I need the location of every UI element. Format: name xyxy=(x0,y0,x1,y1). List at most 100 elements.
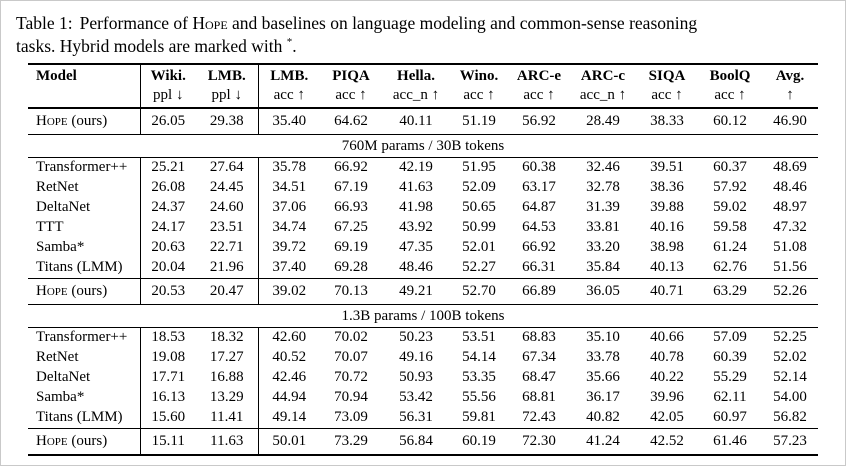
value-cell: 49.14 xyxy=(272,409,307,425)
value-cell: 20.47 xyxy=(196,278,259,304)
baseline-result-row: Transformer++ 18.53 18.32 42.60 70.02 50.23 53… xyxy=(28,327,818,348)
value-cell: 60.39 xyxy=(713,349,747,365)
value-cell: 40.82 xyxy=(586,409,620,425)
value-cell: 16.13 xyxy=(151,389,186,405)
value-cell: 53.35 xyxy=(462,369,496,385)
column-metric: acc ↑ xyxy=(273,86,305,103)
value-cell: 33.81 xyxy=(586,219,620,235)
value-cell: 40.52 xyxy=(272,349,307,365)
model-cell: Hope (ours) xyxy=(28,428,141,455)
value-cell: 36.17 xyxy=(586,389,620,405)
model-cell: Samba* xyxy=(28,387,141,408)
value-cell: 39.51 xyxy=(650,159,684,175)
hope-result-row: Hope (ours) 20.53 20.47 39.02 70.13 49.21 52.7… xyxy=(28,278,818,304)
baseline-result-row: Titans (LMM) 15.60 11.41 49.14 73.09 56.31 59.… xyxy=(28,407,818,428)
value-cell: 51.95 xyxy=(462,159,496,175)
column-metric: ↑ xyxy=(786,86,794,103)
baseline-result-row: Titans (LMM) 20.04 21.96 37.40 69.28 48.46 52.… xyxy=(28,257,818,278)
value-cell: 32.78 xyxy=(586,179,620,195)
caption-footnote-star: * xyxy=(286,35,293,48)
value-cell: 22.71 xyxy=(196,237,259,258)
value-cell: 24.60 xyxy=(196,197,259,218)
baseline-result-row: Transformer++ 25.21 27.64 35.78 66.92 42.19 51… xyxy=(28,157,818,178)
value-cell: 36.05 xyxy=(586,282,620,299)
value-cell: 50.93 xyxy=(399,369,433,385)
caption-period: . xyxy=(292,35,297,56)
value-cell: 56.84 xyxy=(399,432,433,449)
value-cell: 46.90 xyxy=(773,112,807,129)
value-cell: 35.84 xyxy=(586,259,620,275)
value-cell: 13.29 xyxy=(196,387,259,408)
value-cell: 54.00 xyxy=(773,389,807,405)
value-cell: 60.97 xyxy=(713,409,747,425)
value-cell: 15.11 xyxy=(151,432,185,449)
section-label: 1.3B params / 100B tokens xyxy=(341,307,505,324)
value-cell: 48.69 xyxy=(773,159,807,175)
value-cell: 73.09 xyxy=(334,409,368,425)
baseline-result-row: TTT 24.17 23.51 34.74 67.25 43.92 50.99 64.53 33… xyxy=(28,217,818,238)
value-cell: 47.35 xyxy=(399,239,433,255)
baseline-result-row: RetNet 26.08 24.45 34.51 67.19 41.63 52.09 63.1… xyxy=(28,177,818,198)
column-name: Hella. xyxy=(397,67,435,84)
hope-result-row: Hope (ours) 26.05 29.38 35.40 64.62 40.11 51.1… xyxy=(28,107,818,134)
value-cell: 68.47 xyxy=(522,369,556,385)
column-name: Wiki. xyxy=(150,67,186,84)
column-metric: acc ↑ xyxy=(335,86,367,103)
value-cell: 35.40 xyxy=(272,112,307,129)
model-cell: Hope (ours) xyxy=(28,107,141,134)
value-cell: 34.51 xyxy=(272,179,307,195)
model-cell: RetNet xyxy=(28,347,141,368)
value-cell: 64.87 xyxy=(522,199,556,215)
model-cell: TTT xyxy=(28,217,141,238)
value-cell: 61.46 xyxy=(713,432,747,449)
header-metric-row: ppl ↓ ppl ↓ acc ↑ acc ↑ acc_n ↑ acc ↑ acc ↑ acc… xyxy=(28,85,818,108)
value-cell: 50.23 xyxy=(399,329,433,345)
value-cell: 18.32 xyxy=(196,327,259,348)
value-cell: 53.42 xyxy=(399,389,433,405)
model-column-header: Model xyxy=(28,63,141,108)
value-cell: 57.09 xyxy=(713,329,747,345)
model-cell: DeltaNet xyxy=(28,197,141,218)
value-cell: 40.66 xyxy=(650,329,684,345)
value-cell: 64.53 xyxy=(522,219,556,235)
model-cell: Samba* xyxy=(28,237,141,258)
column-name: LMB. xyxy=(196,63,259,86)
column-name: Avg. xyxy=(775,67,805,84)
value-cell: 15.60 xyxy=(151,409,186,425)
value-cell: 66.92 xyxy=(522,239,556,255)
value-cell: 33.20 xyxy=(586,239,620,255)
value-cell: 11.41 xyxy=(196,407,259,428)
model-name-smallcaps: Hope xyxy=(36,282,68,299)
column-metric: ppl ↓ xyxy=(196,85,259,108)
value-cell: 31.39 xyxy=(586,199,620,215)
value-cell: 23.51 xyxy=(196,217,259,238)
header-name-row: Model Wiki. LMB. LMB. PIQA Hella. Wino. ARC-e AR… xyxy=(28,63,818,108)
value-cell: 56.82 xyxy=(773,409,807,425)
value-cell: 20.53 xyxy=(151,282,186,299)
value-cell: 34.74 xyxy=(272,219,307,235)
value-cell: 64.62 xyxy=(334,112,368,129)
value-cell: 54.14 xyxy=(462,349,496,365)
table-head: Model Wiki. LMB. LMB. PIQA Hella. Wino. ARC-e AR… xyxy=(28,63,818,108)
value-cell: 56.31 xyxy=(399,409,433,425)
model-name-smallcaps: Hope xyxy=(36,112,68,129)
value-cell: 52.14 xyxy=(773,369,807,385)
value-cell: 29.38 xyxy=(196,107,259,134)
value-cell: 67.34 xyxy=(522,349,556,365)
value-cell: 51.19 xyxy=(462,112,496,129)
value-cell: 70.07 xyxy=(334,349,368,365)
column-metric: acc ↑ xyxy=(463,86,495,103)
column-metric: ppl ↓ xyxy=(153,86,184,103)
section-label: 760M params / 30B tokens xyxy=(341,137,505,154)
model-cell: DeltaNet xyxy=(28,367,141,388)
value-cell: 62.76 xyxy=(713,259,747,275)
value-cell: 60.38 xyxy=(522,159,556,175)
value-cell: 70.02 xyxy=(334,329,368,345)
caption-line-1: Table 1: Performance of Hope and baseline… xyxy=(16,13,697,33)
value-cell: 70.94 xyxy=(334,389,368,405)
value-cell: 48.46 xyxy=(773,179,807,195)
value-cell: 60.19 xyxy=(462,432,496,449)
value-cell: 51.08 xyxy=(773,239,807,255)
value-cell: 63.29 xyxy=(713,282,747,299)
